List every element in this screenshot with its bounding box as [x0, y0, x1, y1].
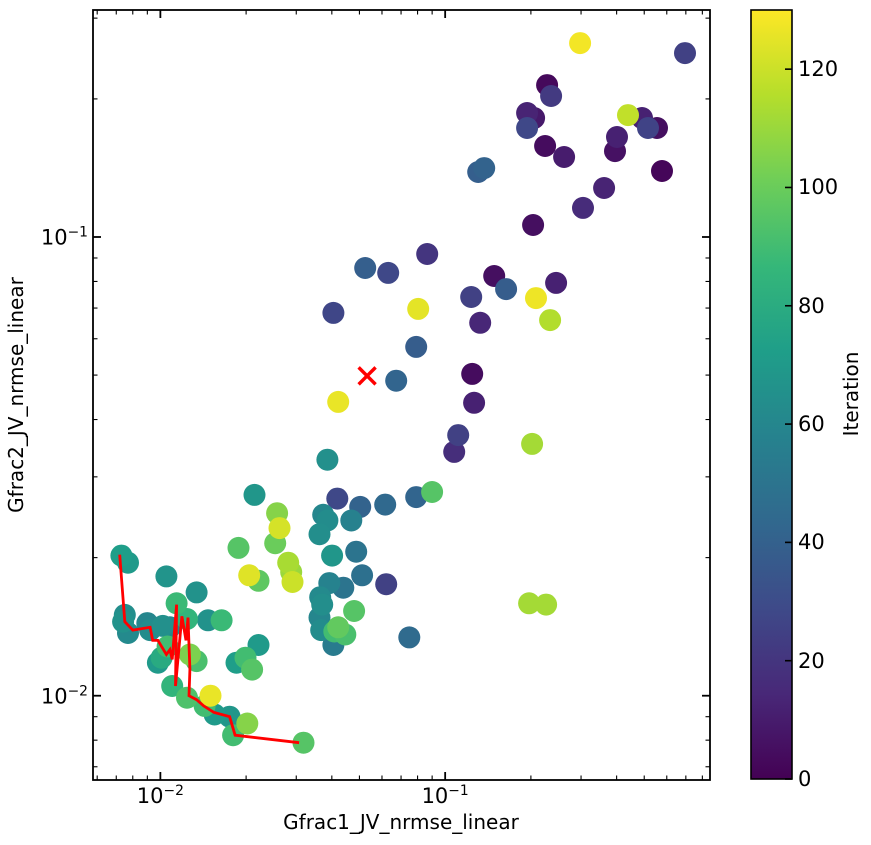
- colorbar-tick-label: 120: [798, 57, 839, 82]
- scatter-point: [165, 592, 188, 615]
- scatter-point: [569, 32, 592, 55]
- scatter-point: [281, 571, 304, 593]
- scatter-point: [407, 297, 430, 320]
- scatter-point: [236, 712, 259, 735]
- scatter-point: [385, 369, 408, 392]
- scatter-point: [155, 565, 178, 588]
- colorbar-tick-label: 40: [798, 530, 825, 555]
- scatter-point: [443, 440, 466, 463]
- scatter-point: [176, 686, 198, 709]
- colorbar-tick-label: 80: [798, 293, 825, 318]
- scatter-point: [374, 493, 397, 516]
- optimum-x-marker: [357, 366, 377, 386]
- scatter-point: [553, 146, 576, 168]
- scatter-point: [651, 160, 673, 182]
- colorbar-tick-label: 100: [798, 175, 839, 200]
- scatter-point: [398, 626, 421, 649]
- scatter-point: [674, 42, 696, 65]
- scatter-point: [495, 278, 518, 301]
- scatter-point: [241, 658, 264, 681]
- scatter-point: [572, 196, 594, 219]
- scatter-point: [405, 335, 428, 358]
- scatter-point: [377, 261, 400, 284]
- scatter-point: [416, 243, 439, 265]
- y-tick-label: 10−1: [40, 224, 88, 250]
- scatter-point: [277, 551, 300, 574]
- scatter-point: [521, 432, 544, 455]
- scatter-point: [354, 257, 377, 279]
- scatter-point: [316, 448, 339, 471]
- scatter-point: [617, 104, 639, 127]
- y-axis-label: Gfrac2_JV_nrmse_linear: [4, 277, 28, 513]
- scatter-point: [292, 731, 315, 754]
- scatter-point: [540, 85, 563, 107]
- scatter-point: [210, 609, 233, 632]
- scatter-point: [522, 214, 545, 236]
- trace-line: [118, 554, 300, 745]
- x-tick-label: 10−2: [136, 783, 184, 808]
- colorbar-tick-label: 20: [798, 648, 825, 673]
- scatter-point: [463, 391, 486, 414]
- scatter-point: [308, 523, 331, 546]
- scatter-point: [238, 564, 261, 587]
- x-axis-label: Gfrac1_JV_nrmse_linear: [283, 810, 519, 834]
- scatter-point: [516, 117, 539, 139]
- scatter-point: [326, 487, 349, 510]
- scatter-point: [539, 309, 562, 332]
- scatter-point: [345, 540, 368, 563]
- scatter-point: [534, 135, 557, 157]
- scatter-point: [461, 362, 484, 385]
- scatter-point: [110, 544, 133, 567]
- scatter-point: [327, 616, 350, 639]
- y-tick-label: 10−2: [40, 683, 88, 709]
- scatter-point: [545, 271, 568, 294]
- scatter-point: [351, 564, 374, 587]
- scatter-point: [161, 675, 184, 697]
- scatter-point: [606, 126, 628, 148]
- scatter-point: [343, 600, 366, 622]
- scatter-point: [637, 117, 659, 139]
- scatter-point: [447, 424, 470, 447]
- scatter-point: [268, 517, 291, 540]
- colorbar-label: Iteration: [839, 351, 863, 437]
- scatter-point: [469, 311, 492, 334]
- x-tick-label: 10−1: [421, 783, 469, 808]
- scatter-point: [473, 157, 496, 180]
- scatter-point: [185, 581, 208, 604]
- scatter-point: [151, 614, 174, 637]
- scatter-point: [340, 509, 363, 532]
- scatter-point: [375, 573, 398, 596]
- scatter-point: [199, 684, 222, 707]
- scatter-point: [243, 483, 266, 506]
- scatter-point: [525, 287, 547, 310]
- scatter-point: [593, 177, 616, 199]
- scatter-point: [322, 301, 345, 324]
- scatter-point: [518, 592, 541, 615]
- scatter-point: [535, 593, 558, 616]
- colorbar-tick-label: 0: [798, 767, 812, 791]
- colorbar-tick-label: 60: [798, 412, 825, 437]
- scatter-point: [327, 390, 350, 413]
- scatter-point: [460, 286, 483, 308]
- scatter-point: [321, 544, 344, 567]
- scatter-point: [311, 593, 334, 616]
- scatter-point: [227, 536, 250, 559]
- scatter-point: [421, 481, 444, 503]
- colorbar-gradient: [750, 9, 793, 780]
